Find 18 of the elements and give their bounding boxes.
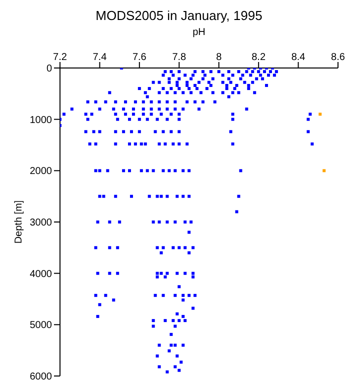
x-tick-label: 8 xyxy=(216,52,222,63)
x-tick-label: 8.6 xyxy=(331,52,346,63)
y-tick-label: 3000 xyxy=(30,218,52,229)
y-tick-label: 6000 xyxy=(30,372,52,383)
x-tick-label: 8.2 xyxy=(252,52,266,63)
y-tick-label: 4000 xyxy=(30,268,52,280)
x-tick-label: 7.4 xyxy=(92,52,108,63)
x-tick-label: 7.6 xyxy=(132,52,147,63)
x-tick-label: 7.8 xyxy=(172,52,187,63)
x-axis-title: pH xyxy=(192,27,206,38)
y-tick-label: 5000 xyxy=(30,320,52,332)
y-axis-title: Depth [m] xyxy=(14,200,25,244)
chart-title: MODS2005 in January, 1995 xyxy=(94,8,264,25)
x-tick-label: 7.2 xyxy=(53,52,68,63)
y-tick-label: 2000 xyxy=(30,166,52,178)
y-tick-label: 0 xyxy=(46,64,52,75)
x-tick-label: 8.4 xyxy=(291,52,306,63)
y-tick-label: 1000 xyxy=(30,114,52,126)
